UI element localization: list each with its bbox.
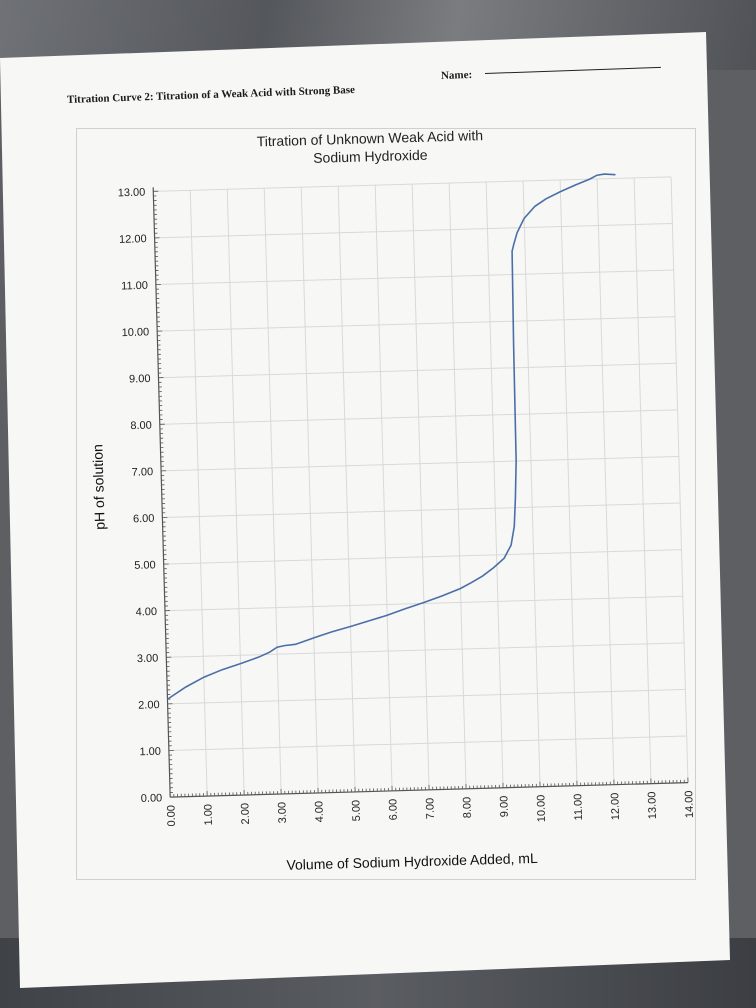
y-tick-label: 11.00 — [121, 280, 148, 293]
y-tick-label: 5.00 — [134, 559, 156, 572]
x-tick-label: 14.00 — [683, 790, 696, 818]
y-grid-line — [161, 455, 679, 472]
chart-title: Titration of Unknown Weak Acid with — [256, 127, 483, 149]
y-grid-line — [168, 735, 687, 751]
y-tick-label: 6.00 — [133, 513, 155, 526]
x-tick-label: 13.00 — [646, 791, 659, 819]
y-tick-label: 2.00 — [138, 699, 160, 712]
x-tick-label: 1.00 — [202, 804, 215, 826]
x-tick-label: 4.00 — [313, 801, 326, 823]
x-grid-line — [522, 180, 541, 787]
x-grid-line — [670, 176, 689, 783]
x-tick-label: 11.00 — [572, 794, 585, 821]
x-tick-label: 9.00 — [498, 796, 511, 818]
x-grid-line — [559, 179, 578, 786]
x-tick-label: 3.00 — [276, 802, 289, 824]
x-tick-label: 12.00 — [609, 792, 622, 820]
x-tick-label: 7.00 — [424, 798, 437, 820]
y-grid-line — [153, 176, 672, 192]
x-tick-label: 2.00 — [239, 803, 252, 825]
x-tick-label: 10.00 — [535, 795, 548, 823]
x-tick-label: 6.00 — [387, 799, 400, 821]
y-grid-line — [158, 362, 677, 379]
y-tick-label: 4.00 — [135, 606, 157, 619]
x-tick-label: 5.00 — [350, 800, 363, 822]
y-grid-line — [164, 595, 683, 612]
chart-grid — [153, 176, 689, 797]
y-grid-line — [166, 642, 685, 658]
x-grid-line — [337, 186, 356, 792]
x-grid-line — [411, 184, 430, 790]
titration-curve — [167, 173, 616, 700]
y-axis-label: pH of solution — [89, 444, 107, 530]
y-tick-label: 9.00 — [129, 373, 151, 386]
y-grid-line — [163, 549, 682, 565]
x-axis-label: Volume of Sodium Hydroxide Added, mL — [286, 850, 538, 873]
x-tick-labels: 0.00 1.00 2.00 3.00 4.00 5.00 6.00 7.00 8.00 9.00… — [165, 790, 696, 827]
x-grid-line — [226, 189, 245, 796]
x-grid-line — [263, 188, 282, 795]
y-grid-line — [162, 502, 681, 519]
x-grid-line — [189, 190, 208, 797]
y-tick-labels: 0.00 1.00 2.00 3.00 4.00 5.00 6.00 7.00 8.00 9.00… — [118, 187, 163, 805]
x-tick-label: 0.00 — [165, 805, 178, 827]
x-grid-line — [374, 185, 393, 791]
x-grid-line — [448, 183, 467, 789]
y-tick-label: 3.00 — [137, 653, 159, 666]
y-grid-line — [154, 222, 673, 239]
y-tick-label: 13.00 — [118, 187, 146, 200]
y-grid-line — [167, 688, 686, 705]
y-tick-label: 10.00 — [122, 326, 150, 339]
y-tick-label: 0.00 — [141, 792, 163, 805]
y-grid-line — [159, 409, 678, 425]
y-tick-label: 7.00 — [132, 466, 154, 479]
chart-axes — [152, 187, 689, 798]
x-grid-line — [633, 177, 652, 784]
y-grid-line — [157, 316, 675, 332]
x-tick-label: 8.00 — [461, 797, 474, 819]
y-tick-label: 8.00 — [130, 420, 152, 433]
x-grid-line — [485, 182, 504, 788]
y-grid-line — [155, 269, 674, 286]
chart-frame — [76, 128, 696, 880]
y-tick-label: 12.00 — [119, 233, 147, 246]
y-tick-label: 1.00 — [139, 746, 161, 759]
x-grid-line — [300, 187, 319, 793]
x-grid-line — [596, 178, 615, 785]
chart-subtitle: Sodium Hydroxide — [313, 147, 428, 166]
